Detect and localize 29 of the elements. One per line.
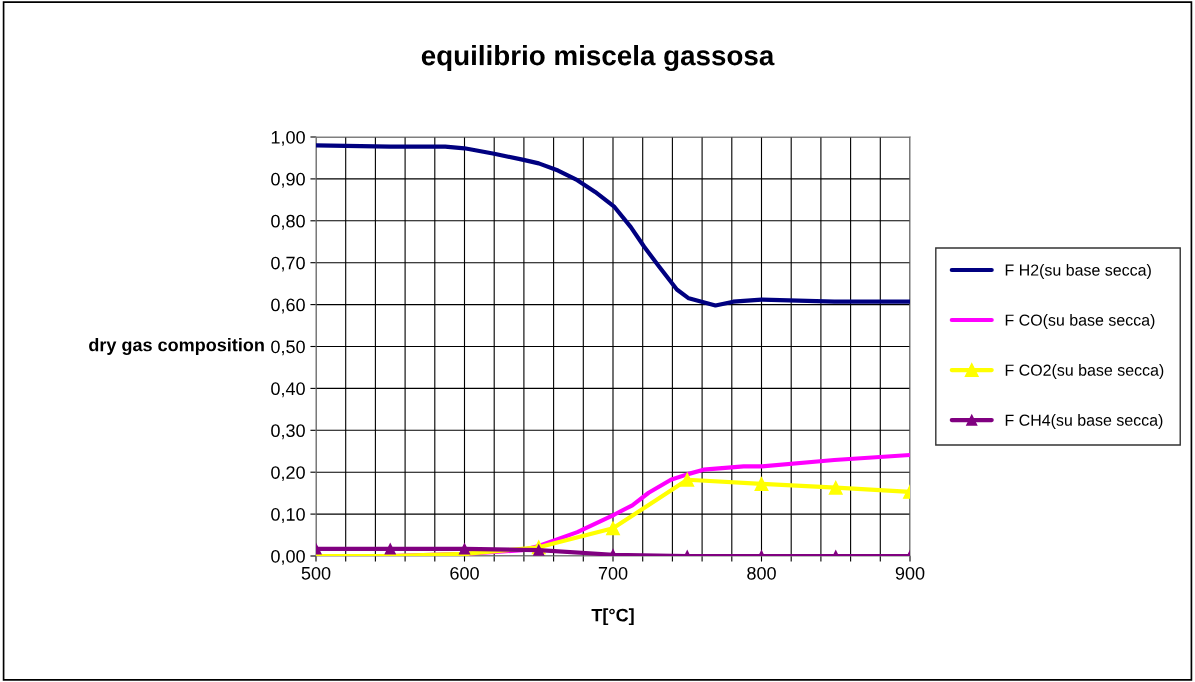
- x-tick-label: 500: [301, 566, 331, 580]
- y-tick-label: 0,40: [271, 382, 305, 398]
- x-tick-label: 800: [747, 566, 776, 580]
- x-tick-label: 600: [450, 566, 479, 580]
- legend-label: F CO2(su base secca): [1005, 364, 1164, 379]
- y-tick-label: 0,10: [271, 508, 305, 523]
- y-tick-label: 1,00: [271, 130, 305, 146]
- y-tick-label: 0,80: [271, 214, 305, 230]
- y-tick-label: 0,90: [271, 172, 305, 188]
- legend-label: F H2(su base secca): [1005, 264, 1151, 279]
- point: [384, 543, 396, 555]
- x-axis-title: T[°C]: [591, 608, 634, 626]
- point: [606, 521, 620, 536]
- legend-label: F CO(su base secca): [1005, 314, 1155, 329]
- x-tick-label: 900: [895, 566, 925, 580]
- x-tick-label: 700: [598, 566, 628, 580]
- point: [533, 544, 545, 556]
- y-tick-label: 0,20: [271, 466, 305, 482]
- legend-label: F CH4(su base secca): [1005, 414, 1163, 429]
- y-tick-label: 0,30: [271, 424, 305, 440]
- y-tick-label: 0,00: [271, 549, 305, 565]
- y-tick-label: 0,70: [271, 256, 305, 272]
- y-axis-title: dry gas composition: [89, 338, 264, 355]
- chart-title: equilibrio miscela gassosa: [421, 44, 775, 72]
- point: [680, 472, 695, 487]
- y-tick-label: 0,60: [271, 298, 305, 314]
- y-tick-label: 0,50: [271, 340, 305, 356]
- point: [754, 476, 769, 491]
- point: [828, 480, 843, 495]
